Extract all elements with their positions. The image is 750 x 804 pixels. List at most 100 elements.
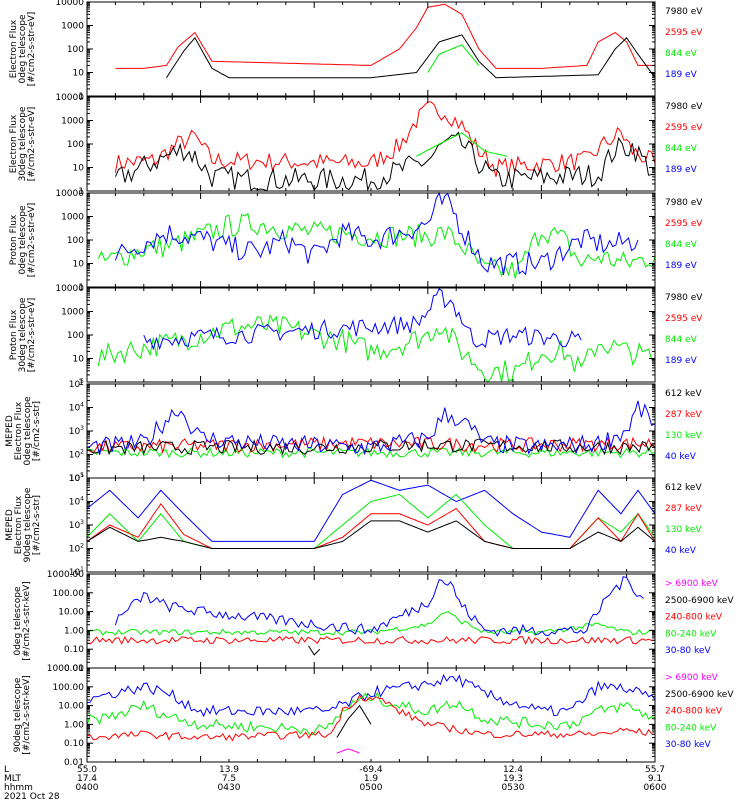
y-tick-label: 10 [73, 260, 85, 270]
legend-entry: 287 keV [665, 410, 702, 420]
footer-tick-label: 0600 [644, 783, 667, 793]
panel-frame [86, 573, 656, 669]
legend-entry: 189 eV [665, 165, 698, 175]
y-tick-label: 1 [78, 283, 84, 293]
legend-entry: 844 eV [665, 335, 698, 345]
panel-frame [86, 1, 656, 97]
legend-entry: 2595 eV [665, 314, 703, 324]
y-tick-label: 10.00 [58, 608, 84, 618]
legend-entry: 844 eV [665, 144, 698, 154]
y-axis-label: [#/cm2-s-str] [32, 401, 42, 461]
panel-6: 101 102 103 104 105 MEPED Electron Flux 90deg t… [5, 472, 702, 578]
series-green [86, 446, 656, 459]
panel-7: 0.01 0.10 1.00 10.00 100.00 1000.00 0deg teles… [13, 570, 734, 674]
footer-tick-label: 55.0 [77, 765, 97, 775]
y-tick-label: 1000.00 [47, 664, 84, 674]
y-tick-label: 0.01 [64, 758, 84, 768]
y-tick-label: 101 [69, 472, 84, 484]
y-tick-label: 1000 [61, 117, 84, 127]
y-tick-label: 100 [67, 236, 84, 246]
y-tick-label: 1000 [61, 308, 84, 318]
series-blue [114, 191, 639, 276]
legend-entry: 7980 eV [665, 293, 703, 303]
legend-entry: 40 keV [665, 452, 697, 462]
y-axis-label: 0deg telescope [23, 396, 33, 466]
y-tick-label: 1000.00 [47, 570, 84, 580]
legend-entry: 240-800 keV [665, 613, 723, 623]
legend-entry: 844 eV [665, 49, 698, 59]
legend-entry: 40 keV [665, 546, 697, 556]
legend-entry: 189 eV [665, 261, 698, 271]
y-tick-label: 103 [69, 519, 84, 531]
footer-row-label: MLT [4, 774, 22, 784]
legend-entry: 30-80 keV [665, 646, 711, 656]
footer-tick-label: 0400 [76, 783, 99, 793]
footer-row-label: L [4, 765, 9, 775]
y-tick-label: 100 [67, 331, 84, 341]
series-black [86, 438, 656, 456]
y-tick-label: 102 [69, 449, 84, 461]
y-tick-label: 100 [67, 140, 84, 150]
y-axis-label: 0deg telescope [13, 586, 23, 656]
series-blue [86, 479, 656, 542]
series-red [115, 3, 655, 69]
series-red [86, 694, 656, 742]
series-green [86, 691, 656, 736]
y-axis-label: Electron Flux [9, 19, 19, 78]
legend-entry: 189 eV [665, 70, 698, 80]
y-tick-label: 102 [69, 543, 84, 555]
panel-1: 1 10 100 1000 10000 Electron Flux 0deg telesco… [9, 0, 703, 102]
panel-4: 1 10 100 1000 10000 Proton Flux 30deg telescop… [9, 284, 703, 388]
series-black [336, 704, 372, 738]
y-tick-label: 1 [78, 92, 84, 102]
series-black [166, 34, 656, 79]
y-tick-label: 1 [78, 187, 84, 197]
y-tick-label: 0.10 [64, 645, 84, 655]
legend-entry: 240-800 keV [665, 707, 723, 717]
legend-entry: 2595 eV [665, 123, 703, 133]
y-axis-label: [#/cm2-s-str-eV] [27, 298, 37, 373]
legend-entry: 7980 eV [665, 198, 703, 208]
panel-frame [86, 383, 656, 479]
y-axis-label: MEPED [5, 509, 15, 541]
series-black [86, 520, 656, 549]
y-tick-label: 1000 [61, 213, 84, 223]
y-tick-label: 101 [69, 566, 84, 578]
legend-entry: 612 keV [665, 483, 702, 493]
y-axis-label: Proton Flux [9, 214, 19, 265]
series-red [86, 502, 656, 549]
series-black [308, 645, 321, 656]
legend-entry: 189 eV [665, 356, 698, 366]
y-axis-label: [#/cm2-s-str-keV] [22, 581, 32, 660]
footer-tick-label: 0530 [502, 783, 525, 793]
y-tick-label: 104 [69, 402, 84, 414]
y-axis-label: 90deg telescope [13, 677, 23, 752]
footer-tick-label: 12.4 [503, 765, 523, 775]
y-tick-label: 10000 [55, 284, 84, 294]
y-tick-label: 1.00 [64, 626, 84, 636]
footer-row-label: hhmm [4, 783, 33, 793]
footer-tick-label: 7.5 [222, 774, 236, 784]
y-axis-label: 90deg telescope [23, 487, 33, 562]
panel-frame [86, 96, 656, 192]
y-axis-label: 30deg telescope [18, 297, 28, 372]
footer-tick-label: 0430 [218, 783, 241, 793]
y-tick-label: 10000 [55, 93, 84, 103]
panel-frame [86, 477, 656, 573]
legend-entry: 844 eV [665, 240, 698, 250]
footer-tick-label: 9.1 [648, 774, 662, 784]
y-axis-label: [#/cm2-s-str] [32, 495, 42, 555]
panel-2: 1 10 100 1000 10000 Electron Flux 30deg telesc… [9, 93, 703, 197]
y-axis-label: [#/cm2-s-str-eV] [27, 203, 37, 278]
legend-entry: 287 keV [665, 504, 702, 514]
panel-frame [86, 287, 656, 383]
series-red [114, 101, 656, 177]
y-tick-label: 0.10 [64, 739, 84, 749]
y-axis-label: [#/cm2-s-str-eV] [27, 107, 37, 182]
y-tick-label: 10.00 [58, 702, 84, 712]
y-tick-label: 100.00 [53, 683, 85, 693]
legend-entry: 2500-6900 keV [665, 690, 734, 700]
y-axis-label: [#/cm2-s-str-eV] [27, 12, 37, 87]
y-axis-label: Electron Flux [14, 401, 24, 460]
y-axis-label: 0deg telescope [18, 14, 28, 84]
